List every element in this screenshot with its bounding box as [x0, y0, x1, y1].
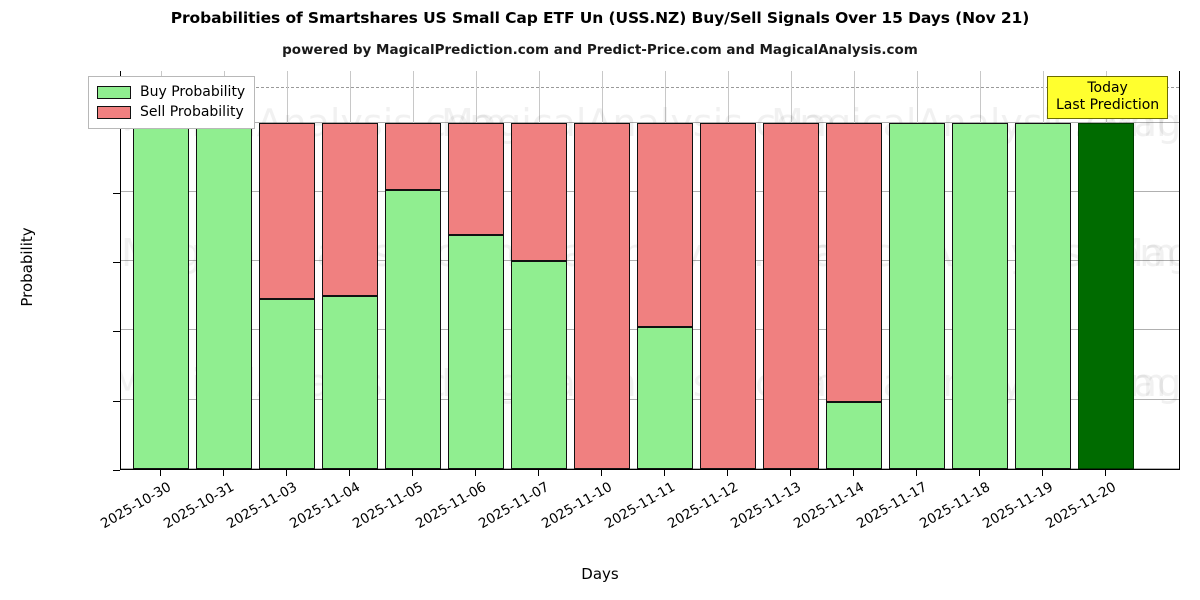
- bar-segment-buy[interactable]: [511, 261, 567, 469]
- bar-segment-buy[interactable]: [1015, 122, 1071, 469]
- bar-segment-buy[interactable]: [952, 122, 1008, 469]
- x-tick-mark: [160, 470, 161, 476]
- x-tick-mark: [727, 470, 728, 476]
- table-row[interactable]: [889, 122, 945, 469]
- legend-item-sell: Sell Probability: [97, 102, 245, 122]
- y-tick-mark: [113, 262, 120, 264]
- bar-segment-buy[interactable]: [889, 122, 945, 469]
- bar-segment-sell[interactable]: [511, 122, 567, 262]
- reference-line: [121, 87, 1179, 89]
- today-annotation-line2: Last Prediction: [1056, 97, 1160, 114]
- x-tick-mark: [790, 470, 791, 476]
- x-axis-label: Days: [581, 565, 619, 583]
- y-tick-mark: [113, 400, 120, 402]
- bar-segment-sell[interactable]: [259, 122, 315, 300]
- bar-segment-buy[interactable]: [385, 190, 441, 469]
- x-tick-mark: [475, 470, 476, 476]
- table-row[interactable]: [259, 122, 315, 469]
- y-tick-mark: [113, 331, 120, 333]
- table-row[interactable]: [952, 122, 1008, 469]
- table-row[interactable]: [511, 122, 567, 469]
- table-row[interactable]: [322, 122, 378, 469]
- bar-segment-buy[interactable]: [133, 122, 189, 469]
- table-row[interactable]: [448, 122, 504, 469]
- table-row[interactable]: [826, 122, 882, 469]
- legend-label-sell: Sell Probability: [140, 104, 244, 120]
- y-axis-label: Probability: [18, 227, 36, 307]
- x-tick-mark: [412, 470, 413, 476]
- bar-segment-buy[interactable]: [826, 402, 882, 469]
- bar-segment-buy[interactable]: [196, 122, 252, 469]
- bar-segment-sell[interactable]: [637, 122, 693, 327]
- legend-swatch-buy: [97, 85, 131, 99]
- bar-segment-sell[interactable]: [385, 122, 441, 191]
- plot-area: MagicalAnalysis.comMagicalAnalysis.comMa…: [120, 71, 1180, 470]
- y-tick-mark: [113, 192, 120, 194]
- x-tick-mark: [664, 470, 665, 476]
- bar-segment-today[interactable]: [1078, 122, 1134, 469]
- table-row[interactable]: [385, 122, 441, 469]
- x-tick-mark: [286, 470, 287, 476]
- bar-segment-buy[interactable]: [448, 235, 504, 469]
- x-tick-mark: [601, 470, 602, 476]
- bar-segment-sell[interactable]: [826, 122, 882, 403]
- x-tick-mark: [349, 470, 350, 476]
- table-row[interactable]: [574, 122, 630, 469]
- table-row[interactable]: [1078, 122, 1134, 469]
- bar-segment-buy[interactable]: [322, 295, 378, 469]
- table-row[interactable]: [133, 122, 189, 469]
- bar-segment-sell[interactable]: [700, 122, 756, 469]
- gridline-100: [121, 121, 1179, 123]
- page-title: Probabilities of Smartshares US Small Ca…: [170, 9, 1030, 27]
- today-annotation-line1: Today: [1087, 80, 1128, 96]
- x-tick-mark: [1042, 470, 1043, 476]
- table-row[interactable]: [196, 122, 252, 469]
- bar-series-layer: [121, 71, 1179, 469]
- legend-label-buy: Buy Probability: [140, 84, 246, 100]
- y-tick-mark: [113, 470, 120, 471]
- x-tick-mark: [1105, 470, 1106, 476]
- bar-segment-buy[interactable]: [259, 299, 315, 469]
- x-tick-mark: [223, 470, 224, 476]
- bar-segment-buy[interactable]: [637, 327, 693, 469]
- x-tick-mark: [916, 470, 917, 476]
- legend-swatch-sell: [97, 105, 131, 119]
- today-annotation: Today Last Prediction: [1047, 76, 1169, 120]
- table-row[interactable]: [763, 122, 819, 469]
- table-row[interactable]: [637, 122, 693, 469]
- table-row[interactable]: [1015, 122, 1071, 469]
- chart-subtitle: powered by MagicalPrediction.com and Pre…: [282, 42, 918, 58]
- x-tick-mark: [538, 470, 539, 476]
- chart-legend: Buy Probability Sell Probability: [88, 76, 256, 129]
- x-tick-mark: [979, 470, 980, 476]
- bar-segment-sell[interactable]: [763, 122, 819, 469]
- legend-item-buy: Buy Probability: [97, 82, 245, 102]
- bar-segment-sell[interactable]: [448, 122, 504, 236]
- bar-segment-sell[interactable]: [574, 122, 630, 469]
- table-row[interactable]: [700, 122, 756, 469]
- x-tick-mark: [853, 470, 854, 476]
- bar-segment-sell[interactable]: [322, 122, 378, 296]
